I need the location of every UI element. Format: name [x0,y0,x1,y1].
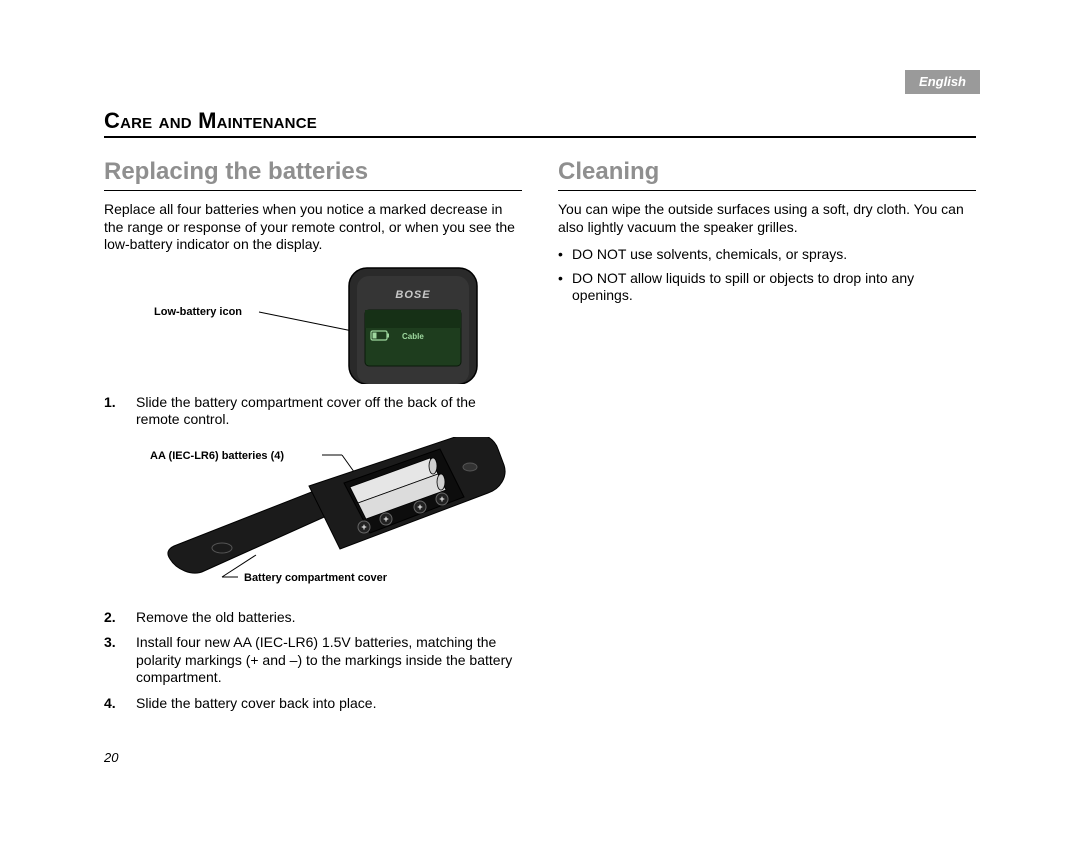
step-text: Remove the old batteries. [136,609,296,627]
manual-page: English Care and Maintenance Replacing t… [104,72,976,720]
step-item: 3. Install four new AA (IEC-LR6) 1.5V ba… [104,634,522,687]
bullet-dot: • [558,246,572,264]
svg-text:+: + [383,514,388,524]
step-text: Slide the battery cover back into place. [136,695,376,713]
step-number: 4. [104,695,136,713]
page-number: 20 [104,750,118,765]
fig-label-batteries: AA (IEC-LR6) batteries (4) [150,450,284,462]
right-column: Cleaning You can wipe the outside surfac… [558,148,976,720]
svg-text:+: + [417,502,422,512]
bullet-item: • DO NOT use solvents, chemicals, or spr… [558,246,976,264]
step-number: 2. [104,609,136,627]
remote-top-illustration: BOSE Cable [104,264,522,384]
chapter-rule [104,136,976,138]
screen-source-text: Cable [402,332,424,341]
svg-text:+: + [439,494,444,504]
two-column-layout: Replacing the batteries Replace all four… [104,148,976,720]
step-number: 1. [104,394,136,429]
cleaning-intro: You can wipe the outside surfaces using … [558,201,976,236]
section-title-cleaning: Cleaning [558,158,976,186]
left-column: Replacing the batteries Replace all four… [104,148,522,720]
step-item: 2. Remove the old batteries. [104,609,522,627]
compartment-illustration: AA (IEC-LR6) batteries (4) [104,437,522,597]
figure-low-battery: Low-battery icon BOSE [104,264,522,384]
bullet-text: DO NOT allow liquids to spill or objects… [572,270,976,305]
steps-list-cont: 2. Remove the old batteries. 3. Install … [104,609,522,713]
figure-battery-compartment: AA (IEC-LR6) batteries (4) [104,437,522,597]
fig-label-cover: Battery compartment cover [244,572,388,584]
steps-list: 1. Slide the battery compartment cover o… [104,394,522,429]
bullet-text: DO NOT use solvents, chemicals, or spray… [572,246,847,264]
cleaning-bullets: • DO NOT use solvents, chemicals, or spr… [558,246,976,305]
step-number: 3. [104,634,136,687]
section-rule [558,190,976,191]
fig-label-low-battery: Low-battery icon [154,306,242,318]
bullet-item: • DO NOT allow liquids to spill or objec… [558,270,976,305]
step-text: Install four new AA (IEC-LR6) 1.5V batte… [136,634,522,687]
step-item: 1. Slide the battery compartment cover o… [104,394,522,429]
svg-text:+: + [361,522,366,532]
language-tab: English [905,70,980,94]
step-item: 4. Slide the battery cover back into pla… [104,695,522,713]
step-text: Slide the battery compartment cover off … [136,394,522,429]
chapter-title: Care and Maintenance [104,108,976,134]
brand-logo: BOSE [395,289,430,301]
section-rule [104,190,522,191]
bullet-dot: • [558,270,572,305]
section-title-batteries: Replacing the batteries [104,158,522,186]
intro-text: Replace all four batteries when you noti… [104,201,522,254]
